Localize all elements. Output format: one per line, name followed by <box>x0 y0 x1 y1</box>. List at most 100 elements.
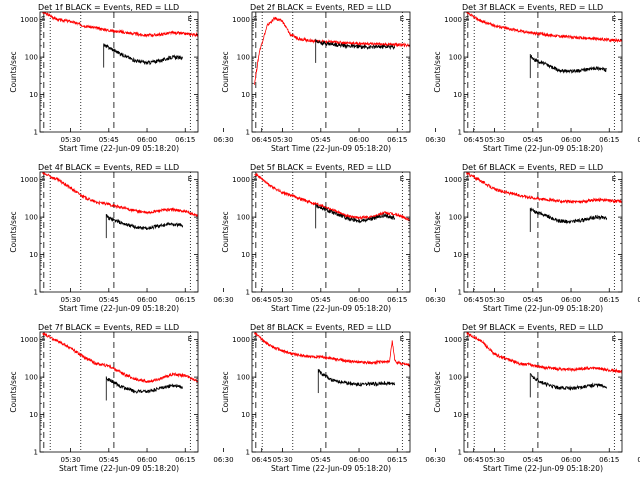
panel-frame <box>251 331 411 453</box>
x-tick-label: 05:30 <box>60 456 80 464</box>
x-tick-label: 06:00 <box>349 136 369 144</box>
y-axis-label: Counts/sec <box>221 211 230 252</box>
y-tick-label: 1 <box>34 289 38 297</box>
x-tick-label: 05:30 <box>60 296 80 304</box>
marker-label-s: S <box>253 15 258 23</box>
panel-frame <box>463 171 623 293</box>
lld-series <box>254 173 410 222</box>
y-tick-label: 1000 <box>444 16 462 24</box>
panel-title: Det 6f BLACK = Events, RED = LLD <box>462 163 603 172</box>
events-series <box>529 207 608 225</box>
y-tick-label: 1 <box>458 289 462 297</box>
x-tick-label: 06:00 <box>561 296 581 304</box>
y-tick-label: 1000 <box>20 336 38 344</box>
y-tick-label: 100 <box>25 374 38 382</box>
panel-7: Det 7f BLACK = Events, RED = LLD11010010… <box>9 323 272 473</box>
marker-label-e: E <box>400 15 404 23</box>
x-tick-label: 05:45 <box>523 456 543 464</box>
panel-frame <box>39 331 199 453</box>
x-tick-label: 06:00 <box>137 456 157 464</box>
x-tick-label: 06:30 <box>425 456 445 464</box>
y-axis-label: Counts/sec <box>9 211 18 252</box>
panel-1: Det 1f BLACK = Events, RED = LLD11010010… <box>9 3 272 153</box>
x-tick-label: 06:30 <box>637 296 640 304</box>
x-tick-label: 05:45 <box>523 296 543 304</box>
panel-4: Det 4f BLACK = Events, RED = LLD11010010… <box>9 163 272 313</box>
x-tick-label: 05:30 <box>484 136 504 144</box>
x-tick-label: 06:30 <box>213 296 233 304</box>
x-axis-label: Start Time (22-Jun-09 05:18:20) <box>271 464 391 473</box>
y-tick-label: 10 <box>241 91 250 99</box>
x-tick-label: 06:30 <box>425 136 445 144</box>
panel-title: Det 2f BLACK = Events, RED = LLD <box>250 3 391 12</box>
x-tick-label: 06:30 <box>637 456 640 464</box>
x-tick-label: 05:30 <box>60 136 80 144</box>
y-tick-label: 1 <box>458 449 462 457</box>
x-tick-label: 06:45 <box>252 456 272 464</box>
y-tick-label: 100 <box>237 54 250 62</box>
y-axis-label: Counts/sec <box>433 371 442 412</box>
panel-2: Det 2f BLACK = Events, RED = LLD 1 10 100 10… <box>221 3 484 153</box>
x-tick-label: 06:00 <box>137 136 157 144</box>
lld-series <box>466 332 622 374</box>
y-tick-label: 10 <box>241 251 250 259</box>
x-tick-label: 06:15 <box>175 296 195 304</box>
x-axis-label: Start Time (22-Jun-09 05:18:20) <box>271 304 391 313</box>
x-axis-label: Start Time (22-Jun-09 05:18:20) <box>271 144 391 153</box>
x-tick-label: 05:30 <box>272 296 292 304</box>
marker-label-s: S <box>465 175 470 183</box>
y-axis-label: Counts/sec <box>221 51 230 92</box>
x-tick-label: 06:15 <box>175 456 195 464</box>
marker-label-s: S <box>41 15 46 23</box>
events-series <box>529 373 608 391</box>
marker-label-e: E <box>400 175 404 183</box>
y-tick-label: 10 <box>453 251 462 259</box>
y-tick-label: 100 <box>449 374 462 382</box>
panel-plot-area <box>466 12 622 132</box>
panel-title: Det 1f BLACK = Events, RED = LLD <box>38 3 179 12</box>
x-tick-label: 06:30 <box>637 136 640 144</box>
panel-8: Det 8f BLACK = Events, RED = LLD11010010… <box>221 323 484 473</box>
y-tick-label: 10 <box>29 251 38 259</box>
x-tick-label: 05:45 <box>523 136 543 144</box>
y-tick-label: 1 <box>246 449 250 457</box>
y-tick-label: 100 <box>449 54 462 62</box>
panel-title: Det 3f BLACK = Events, RED = LLD <box>462 3 603 12</box>
marker-label-s: S <box>253 335 258 343</box>
x-tick-label: 06:45 <box>464 296 484 304</box>
panel-5: Det 5f BLACK = Events, RED = LLD 1 10 100 10… <box>221 163 484 313</box>
panel-title: Det 5f BLACK = Events, RED = LLD <box>250 163 391 172</box>
x-axis-label: Start Time (22-Jun-09 05:18:20) <box>483 144 603 153</box>
marker-label-e: E <box>188 175 192 183</box>
x-axis-label: Start Time (22-Jun-09 05:18:20) <box>483 464 603 473</box>
x-tick-label: 05:45 <box>99 136 119 144</box>
panel-plot-area <box>254 172 410 292</box>
y-tick-label: 100 <box>449 214 462 222</box>
y-tick-label: 100 <box>25 54 38 62</box>
panel-frame <box>39 11 199 133</box>
x-axis-label: Start Time (22-Jun-09 05:18:20) <box>483 304 603 313</box>
y-tick-label: 10 <box>241 411 250 419</box>
x-tick-label: 05:30 <box>484 296 504 304</box>
panel-3: Det 3f BLACK = Events, RED = LLD 1 10 100 10… <box>433 3 640 153</box>
events-series <box>105 377 184 394</box>
marker-label-e: E <box>188 335 192 343</box>
panel-title: Det 9f BLACK = Events, RED = LLD <box>462 323 603 332</box>
x-tick-label: 06:00 <box>561 136 581 144</box>
panel-frame <box>463 331 623 453</box>
events-series <box>103 43 183 66</box>
x-tick-label: 06:00 <box>349 296 369 304</box>
y-axis-label: Counts/sec <box>9 51 18 92</box>
y-tick-label: 1 <box>458 129 462 137</box>
panel-plot-area <box>466 332 622 452</box>
y-tick-label: 1000 <box>232 16 250 24</box>
y-tick-label: 10 <box>29 91 38 99</box>
lld-series <box>42 172 198 218</box>
x-tick-label: 05:45 <box>311 136 331 144</box>
marker-label-s: S <box>41 335 46 343</box>
marker-label-s: S <box>465 15 470 23</box>
y-tick-label: 100 <box>237 374 250 382</box>
marker-label-e: E <box>188 15 192 23</box>
events-series <box>317 368 396 387</box>
